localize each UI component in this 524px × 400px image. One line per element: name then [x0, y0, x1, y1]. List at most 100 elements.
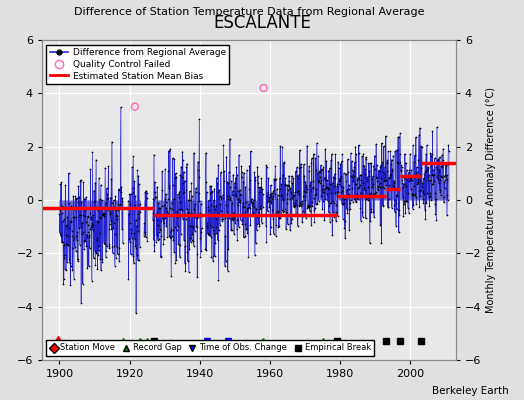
Point [205, 207, 213, 213]
Point [94, 247, 103, 254]
Point [160, 236, 169, 242]
Point [118, 195, 126, 201]
Point [301, 178, 310, 185]
Point [315, 178, 323, 185]
Point [90, 199, 99, 205]
Point [157, 233, 166, 239]
Point [254, 173, 262, 180]
Point [126, 201, 134, 208]
Point [97, 214, 105, 221]
Point [95, 196, 104, 203]
Point [155, 205, 163, 211]
Point [213, 221, 221, 227]
Point [105, 241, 113, 247]
Point [337, 189, 345, 195]
Point [394, 134, 402, 141]
Point [152, 232, 161, 238]
Point [151, 194, 159, 200]
Point [334, 165, 343, 172]
Point [189, 238, 197, 244]
Point [157, 218, 166, 224]
Point [405, 210, 413, 216]
Point [440, 173, 448, 179]
Point [203, 220, 211, 226]
Point [350, 168, 358, 174]
Point [428, 150, 436, 157]
Point [215, 193, 224, 199]
Point [246, 177, 254, 184]
Point [163, 208, 171, 214]
Point [350, 196, 358, 202]
Point [57, 232, 65, 239]
Point [75, 194, 83, 200]
Point [111, 262, 119, 269]
Point [166, 205, 174, 212]
Point [216, 221, 224, 228]
Point [155, 236, 163, 242]
Point [334, 212, 342, 219]
Point [283, 221, 292, 228]
Point [428, 128, 436, 134]
Point [112, 206, 121, 213]
Point [443, 176, 452, 182]
Point [279, 160, 288, 166]
Point [376, 180, 384, 186]
Point [320, 186, 328, 192]
Point [399, 184, 407, 191]
Point [66, 260, 74, 266]
Point [277, 192, 285, 198]
Point [283, 182, 291, 188]
Point [393, 193, 401, 200]
Point [377, 162, 385, 168]
Point [117, 200, 125, 207]
Point [100, 213, 108, 219]
Point [316, 168, 324, 175]
Point [176, 172, 184, 178]
Point [183, 160, 191, 167]
Point [227, 178, 236, 184]
Point [140, 220, 148, 226]
Point [373, 174, 381, 180]
Point [245, 204, 253, 211]
Point [391, 200, 400, 206]
Point [204, 230, 212, 236]
Point [287, 188, 295, 195]
Point [63, 258, 71, 265]
Point [235, 198, 244, 205]
Point [115, 202, 124, 209]
Point [117, 184, 125, 190]
Point [387, 171, 395, 178]
Point [72, 232, 80, 239]
Point [220, 168, 228, 174]
Point [349, 172, 357, 178]
Point [209, 252, 217, 259]
Point [181, 260, 189, 266]
Point [444, 148, 453, 154]
Point [196, 200, 205, 207]
Point [379, 143, 388, 149]
Point [73, 229, 82, 235]
Point [320, 216, 329, 223]
Point [440, 194, 449, 201]
Point [111, 231, 119, 238]
Point [67, 202, 75, 209]
Point [439, 157, 447, 163]
Point [134, 211, 143, 218]
Point [229, 217, 237, 223]
Point [416, 192, 424, 199]
Point [378, 159, 386, 166]
Point [339, 200, 347, 207]
Point [190, 150, 198, 156]
Point [82, 194, 90, 200]
Point [394, 186, 402, 192]
Point [178, 157, 187, 164]
Point [276, 143, 285, 149]
Point [344, 168, 352, 175]
Point [302, 188, 310, 195]
Point [102, 196, 111, 202]
Point [396, 158, 404, 165]
Point [209, 227, 217, 234]
Point [374, 183, 383, 189]
Point [408, 190, 417, 197]
Point [93, 235, 101, 242]
